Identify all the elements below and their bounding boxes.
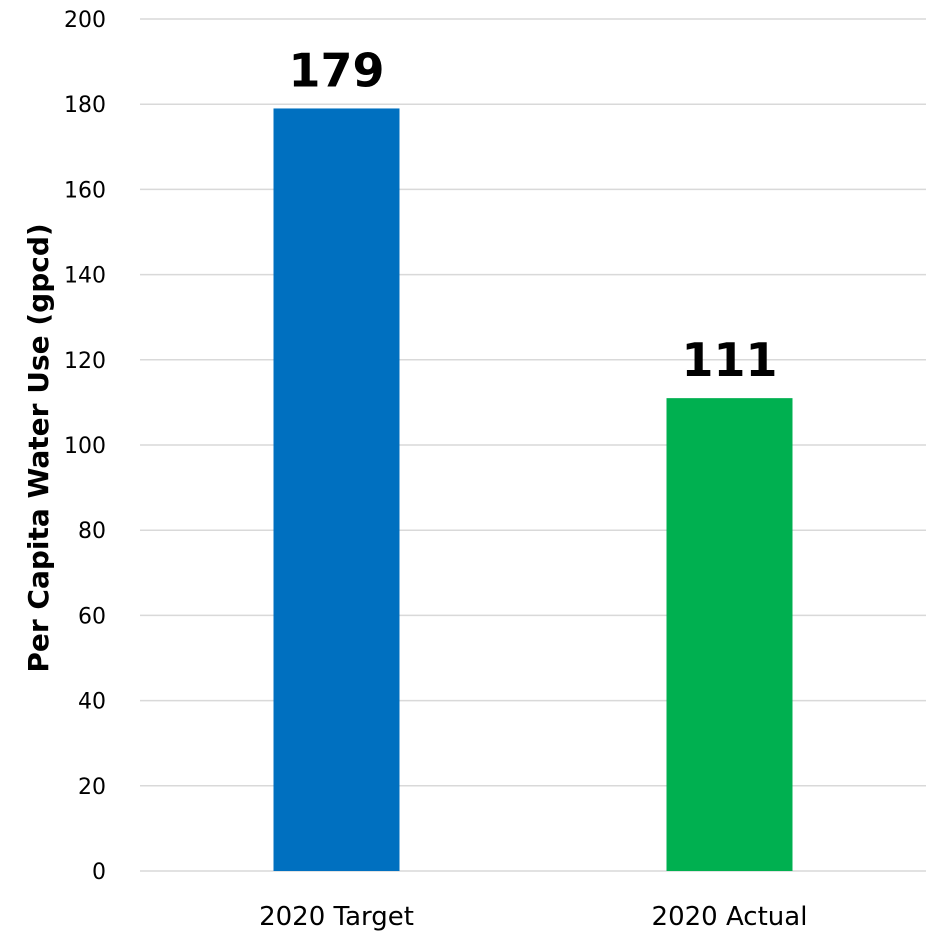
y-axis-tick-labels: 0 20 40 60 80 100 120 140 160 180 200 [64, 8, 106, 885]
y-tick-label: 100 [64, 434, 106, 459]
y-tick-label: 60 [78, 604, 106, 629]
y-tick-label: 180 [64, 93, 106, 118]
x-tick-label: 2020 Actual [652, 902, 808, 932]
y-tick-label: 0 [92, 860, 106, 885]
y-tick-label: 140 [64, 264, 106, 289]
x-axis-category-labels: 2020 Target 2020 Actual [259, 902, 807, 932]
data-label: 111 [681, 333, 777, 387]
x-tick-label: 2020 Target [259, 902, 414, 932]
bar [666, 398, 793, 871]
y-tick-label: 80 [78, 519, 106, 544]
y-tick-label: 40 [78, 690, 106, 715]
y-tick-label: 120 [64, 349, 106, 374]
y-tick-label: 20 [78, 775, 106, 800]
y-tick-label: 160 [64, 178, 106, 203]
data-labels: 179 111 [288, 43, 777, 387]
bars [273, 108, 793, 871]
y-tick-label: 200 [64, 8, 106, 33]
y-axis-title: Per Capita Water Use (gpcd) [22, 223, 55, 672]
gridlines [140, 18, 926, 872]
bar [273, 108, 400, 871]
data-label: 179 [288, 43, 384, 97]
